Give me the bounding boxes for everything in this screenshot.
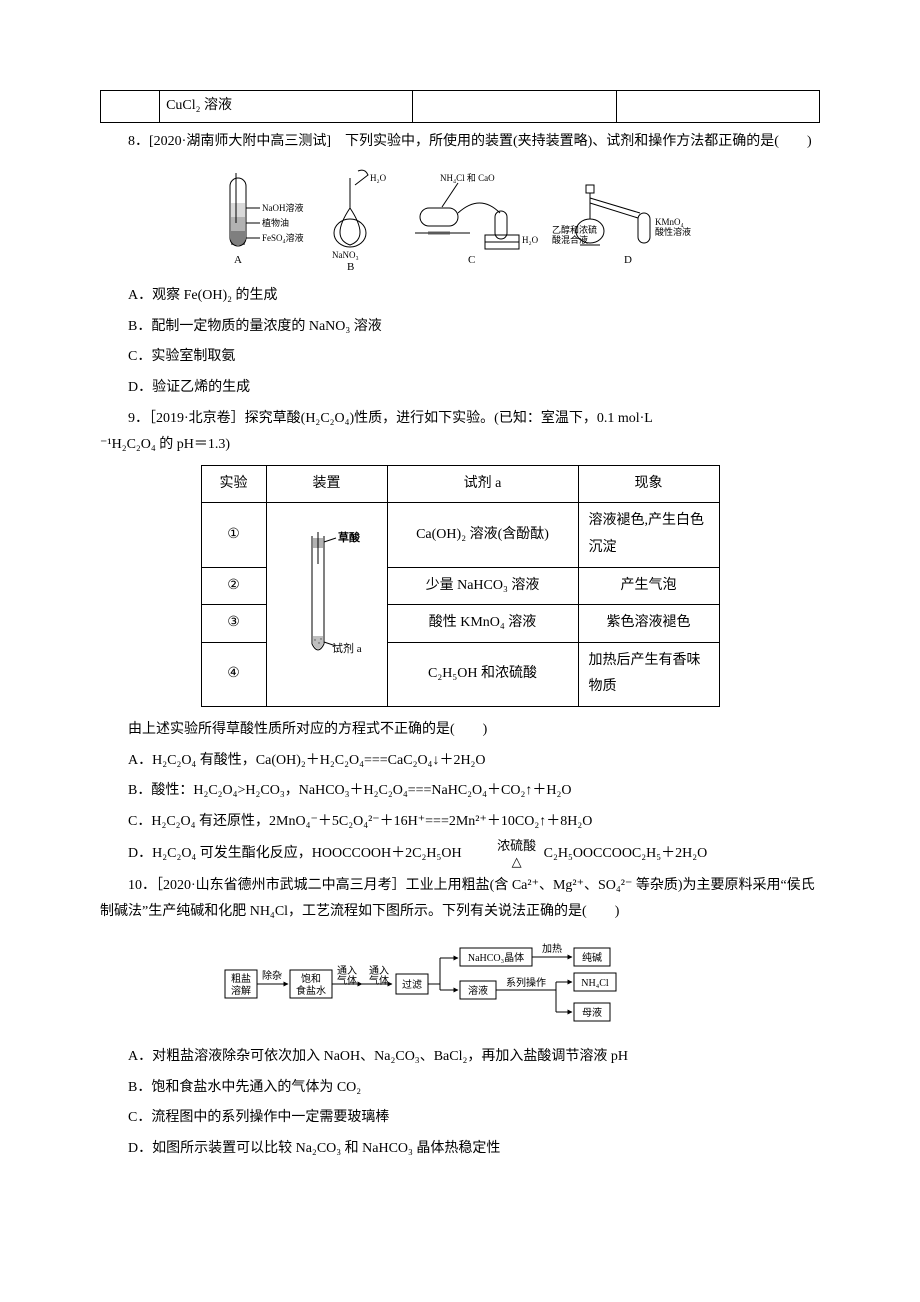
cell-obs: 加热后产生有香味物质 (578, 642, 719, 706)
q10-stem: 10．［2020·山东省德州市武城二中高三月考］工业上用粗盐(含 Ca²⁺、Mg… (100, 873, 820, 926)
q8-opt-b: B．配制一定物质的量浓度的 NaNO₃ 溶液 (100, 314, 820, 341)
flow-n2a: 饱和 (301, 973, 321, 985)
label-a: A (234, 254, 242, 266)
q8-apparatus-figure: NaOH溶液 植物油 FeSO₄溶液 A H₂O NaNO₃ B (210, 163, 710, 273)
q9-opt-d: D．H₂C₂O₄ 可发生酯化反应，HOOCCOOH＋2C₂H₅OH 浓硫酸 △ … (100, 839, 820, 869)
table-row: CuCl₂ 溶液 (101, 91, 820, 123)
label-b: B (347, 261, 354, 273)
flow-n8: 母液 (582, 1006, 602, 1019)
q10-opt-c: C．流程图中的系列操作中一定需要玻璃棒 (100, 1105, 820, 1132)
cell-reagent: 少量 NaHCO₃ 溶液 (387, 567, 578, 605)
th-reagent: 试剂 a (387, 465, 578, 503)
flow-n1b: 溶解 (231, 984, 251, 997)
dropping-apparatus-icon: 草酸 试剂 a (282, 524, 372, 674)
cell-id: ③ (201, 605, 266, 643)
flow-n2b: 食盐水 (296, 984, 326, 997)
flow-a1: 除杂 (262, 969, 282, 982)
flow-a3b: 气体 (369, 974, 389, 987)
q9d-condition: 浓硫酸 △ (465, 839, 540, 869)
flow-a4: 加热 (542, 942, 562, 955)
q9-tail: 由上述实验所得草酸性质所对应的方程式不正确的是( ) (100, 717, 820, 744)
q10-flowchart: 粗盐 溶解 除杂 饱和 食盐水 通入 气体 通入 气体 过滤 NaHCO₃晶体 (220, 934, 700, 1034)
remnant-table: CuCl₂ 溶液 (100, 90, 820, 123)
label-ethanol: 乙醇和浓硫酸混合液 (552, 224, 597, 245)
flow-n3: 过滤 (402, 978, 422, 991)
cell-reagent: 酸性 KMnO₄ 溶液 (387, 605, 578, 643)
label-kmno4: KMnO₄酸性溶液 (655, 217, 691, 237)
flow-n7: NH₄Cl (581, 978, 609, 989)
q10-opt-d: D．如图所示装置可以比较 Na₂CO₃ 和 NaHCO₃ 晶体热稳定性 (100, 1136, 820, 1163)
q9-opt-b: B．酸性：H₂C₂O₄>H₂CO₃，NaHCO₃＋H₂C₂O₄===NaHC₂O… (100, 778, 820, 805)
th-exp: 实验 (201, 465, 266, 503)
cell-reagent: C₂H₅OH 和浓硫酸 (387, 642, 578, 706)
cell-cucl2: CuCl₂ 溶液 (160, 91, 413, 123)
page-root: CuCl₂ 溶液 8．[2020·湖南师大附中高三测试] 下列实验中，所使用的装… (100, 90, 820, 1162)
label-h2o-c: H₂O (522, 235, 539, 245)
q10-opt-b: B．饱和食盐水中先通入的气体为 CO₂ (100, 1075, 820, 1102)
label-nh4cl-cao: NH₄Cl 和 CaO (440, 173, 495, 183)
apparatus-c: NH₄Cl 和 CaO H₂O C (415, 173, 539, 266)
cell-reagent: Ca(OH)₂ 溶液(含酚酞) (387, 503, 578, 567)
th-app: 装置 (266, 465, 387, 503)
label-oxalic: 草酸 (338, 530, 361, 544)
apparatus-b: H₂O NaNO₃ B (332, 170, 387, 273)
label-d: D (624, 254, 632, 266)
flow-n5: 纯碱 (582, 951, 602, 964)
cell-apparatus: 草酸 试剂 a (266, 503, 387, 707)
q10-opt-a: A．对粗盐溶液除杂可依次加入 NaOH、Na₂CO₃、BaCl₂，再加入盐酸调节… (100, 1044, 820, 1071)
q8-stem: 8．[2020·湖南师大附中高三测试] 下列实验中，所使用的装置(夹持装置略)、… (100, 129, 820, 156)
flow-a2b: 气体 (337, 974, 357, 987)
label-naoh: NaOH溶液 (262, 202, 304, 213)
q9d-post: C₂H₅OOCCOOC₂H₅＋2H₂O (544, 846, 708, 861)
cell-empty (101, 91, 160, 123)
q9-experiment-table: 实验 装置 试剂 a 现象 ① (201, 465, 720, 707)
q9-opt-c: C．H₂C₂O₄ 有还原性，2MnO₄⁻＋5C₂O₄²⁻＋16H⁺===2Mn²… (100, 809, 820, 836)
cell-obs: 产生气泡 (578, 567, 719, 605)
th-obs: 现象 (578, 465, 719, 503)
q8-opt-d: D．验证乙烯的生成 (100, 375, 820, 402)
label-oil: 植物油 (262, 217, 289, 228)
flow-a5: 系列操作 (506, 976, 546, 989)
cell-id: ② (201, 567, 266, 605)
cond-top: 浓硫酸 (469, 839, 536, 854)
apparatus-a: NaOH溶液 植物油 FeSO₄溶液 A (230, 173, 304, 266)
q9-stem-a: 9．［2019·北京卷］探究草酸(H₂C₂O₄)性质，进行如下实验。(已知：室温… (100, 406, 820, 433)
q9d-pre: D．H₂C₂O₄ 可发生酯化反应，HOOCCOOH＋2C₂H₅OH (128, 846, 462, 861)
label-h2o: H₂O (370, 173, 387, 183)
cond-bot: △ (469, 855, 536, 869)
flow-n1a: 粗盐 (231, 972, 251, 985)
q8-opt-a: A．观察 Fe(OH)₂ 的生成 (100, 283, 820, 310)
apparatus-d: 乙醇和浓硫酸混合液 KMnO₄酸性溶液 D (552, 185, 691, 266)
label-nano3: NaNO₃ (332, 250, 359, 260)
flow-n6: 溶液 (468, 984, 488, 997)
cell-obs: 紫色溶液褪色 (578, 605, 719, 643)
label-reagent-a: 试剂 a (332, 641, 362, 655)
q9-opt-a: A．H₂C₂O₄ 有酸性，Ca(OH)₂＋H₂C₂O₄===CaC₂O₄↓＋2H… (100, 748, 820, 775)
cell-empty (616, 91, 819, 123)
q9-stem-b: ⁻¹H₂C₂O₄ 的 pH＝1.3) (100, 432, 820, 459)
q8-opt-c: C．实验室制取氨 (100, 344, 820, 371)
label-feso4: FeSO₄溶液 (262, 232, 304, 243)
cell-empty (413, 91, 616, 123)
cell-id: ④ (201, 642, 266, 706)
table-row: ① (201, 503, 719, 567)
label-c: C (468, 254, 475, 266)
cell-obs: 溶液褪色,产生白色沉淀 (578, 503, 719, 567)
flow-n4: NaHCO₃晶体 (468, 952, 524, 964)
table-header-row: 实验 装置 试剂 a 现象 (201, 465, 719, 503)
cell-id: ① (201, 503, 266, 567)
